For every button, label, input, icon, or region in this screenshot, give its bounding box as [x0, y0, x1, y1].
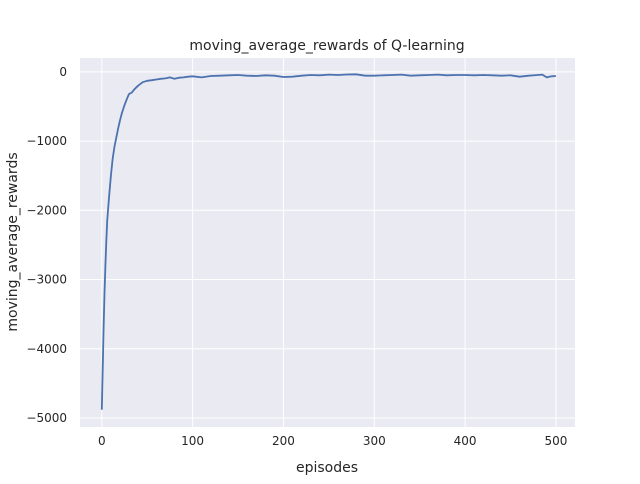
y-tick-label: −4000 [26, 342, 67, 356]
x-axis-label: episodes [296, 460, 358, 476]
y-tick-label: −2000 [26, 203, 67, 217]
chart-title: moving_average_rewards of Q-learning [189, 38, 464, 54]
y-tick-label: −5000 [26, 411, 67, 425]
x-tick-label: 200 [272, 434, 295, 448]
y-tick-label: −1000 [26, 134, 67, 148]
plot-area [80, 58, 575, 427]
series-line [100, 73, 556, 410]
y-tick-label: −3000 [26, 273, 67, 287]
x-tick-label: 400 [454, 434, 477, 448]
x-tick-label: 300 [363, 434, 386, 448]
x-tick-labels: 0 100 200 300 400 500 [98, 434, 567, 448]
x-tick-label: 500 [544, 434, 567, 448]
y-tick-label: 0 [59, 65, 67, 79]
grid [80, 58, 575, 427]
y-axis-label: moving_average_rewards [5, 152, 21, 331]
y-tick-labels: 0 −1000 −2000 −3000 −4000 −5000 [26, 65, 67, 425]
x-tick-label: 0 [98, 434, 106, 448]
x-tick-label: 100 [181, 434, 204, 448]
